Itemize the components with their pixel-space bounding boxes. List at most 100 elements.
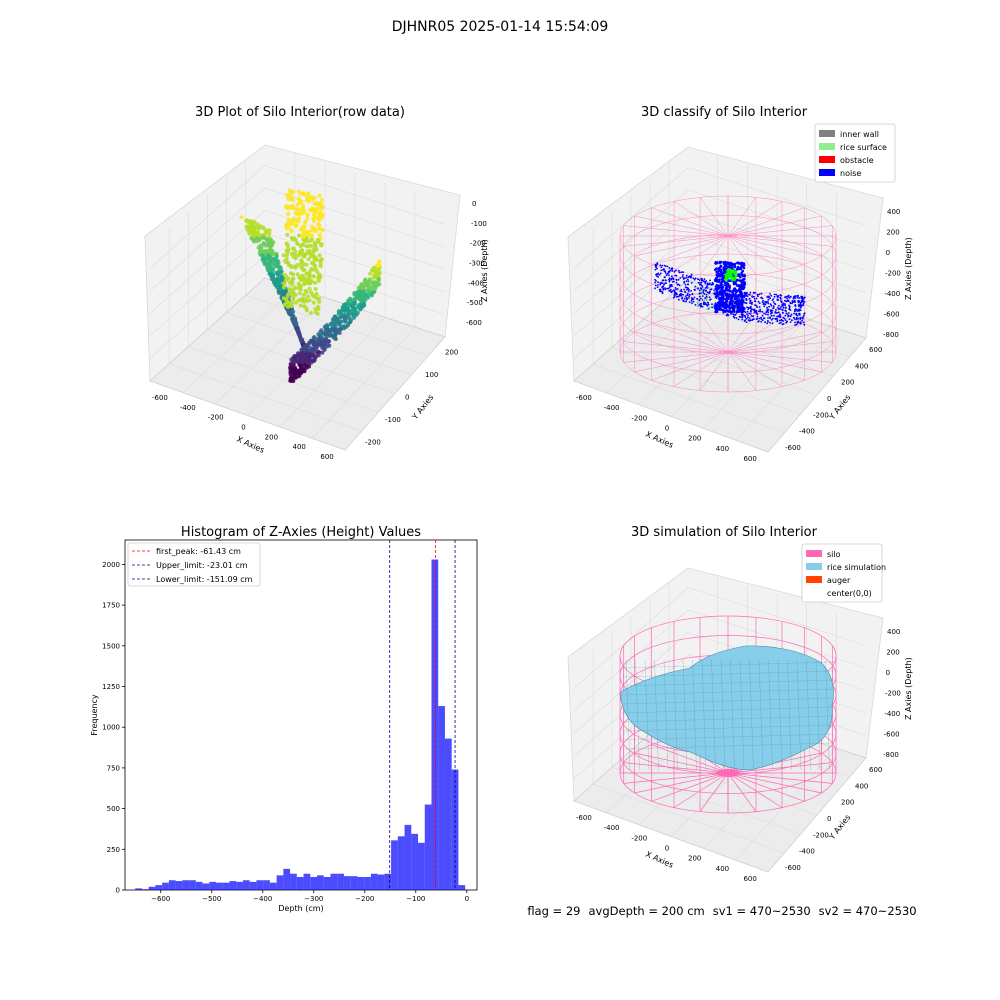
noise-point: [713, 289, 716, 292]
noise-point: [761, 301, 764, 304]
noise-point: [782, 312, 784, 314]
hist-bar: [283, 868, 291, 890]
hist-bar: [330, 873, 338, 890]
noise-point: [753, 298, 756, 300]
hist-title: Histogram of Z-Axies (Height) Values: [181, 525, 421, 540]
noise-point: [661, 264, 664, 267]
noise-point: [737, 273, 740, 276]
raw-point: [306, 294, 311, 299]
noise-point: [683, 280, 686, 283]
raw-point: [318, 201, 323, 206]
noise-point: [658, 274, 661, 276]
noise-point: [704, 287, 707, 289]
noise-point: [720, 273, 724, 277]
noise-point: [767, 301, 769, 303]
raw-point: [356, 285, 361, 290]
raw-point: [299, 200, 304, 205]
raw-point: [322, 347, 327, 352]
noise-point: [699, 283, 701, 286]
noise-point: [697, 282, 700, 284]
noise-point: [716, 284, 719, 287]
noise-point: [795, 323, 798, 326]
legend-swatch: [806, 550, 822, 557]
raw-point: [289, 379, 294, 383]
noise-point: [740, 286, 744, 289]
noise-point: [671, 285, 673, 288]
noise-point: [655, 280, 657, 282]
raw-point: [285, 294, 290, 298]
raw-point: [287, 287, 292, 291]
noise-point: [699, 281, 701, 284]
noise-point: [733, 301, 736, 305]
noise-point: [786, 320, 788, 323]
noise-point: [668, 280, 671, 283]
silo-spoke: [673, 235, 729, 271]
legend-entry-0: first_peak: -61.43 cm: [156, 547, 241, 556]
raw-point: [317, 296, 321, 301]
noise-point: [689, 293, 691, 296]
x-tick-label: −400: [253, 895, 272, 903]
y-tick-label: 0: [405, 394, 409, 402]
grid-line: [573, 167, 867, 269]
z-tick-label: -200: [885, 690, 901, 698]
hist-bar: [424, 804, 432, 890]
noise-point: [745, 321, 748, 323]
noise-point: [765, 313, 767, 315]
raw-point: [324, 337, 329, 342]
x-tick-label: 600: [743, 875, 756, 883]
noise-point: [686, 278, 689, 281]
raw-point: [287, 188, 292, 193]
raw-point: [313, 202, 318, 207]
raw-point: [320, 350, 325, 355]
noise-point: [755, 310, 758, 312]
raw-point: [295, 369, 300, 374]
noise-point: [657, 276, 660, 278]
raw-point: [315, 269, 320, 274]
raw-point: [376, 270, 381, 275]
hist-bar: [141, 889, 149, 890]
noise-point: [681, 275, 684, 278]
simulation-xlabel: X Axies: [644, 850, 675, 870]
noise-point: [803, 323, 806, 326]
noise-point: [743, 281, 746, 285]
noise-point: [801, 304, 803, 306]
noise-point: [780, 306, 782, 308]
raw-point: [331, 317, 335, 322]
noise-point: [714, 303, 717, 306]
noise-point: [786, 297, 788, 300]
noise-point: [718, 291, 722, 294]
mesh-line: [644, 659, 650, 771]
noise-point: [802, 316, 804, 319]
raw-point: [286, 204, 291, 209]
noise-point: [726, 265, 729, 269]
noise-point: [795, 317, 798, 319]
noise-point: [716, 279, 720, 283]
noise-point: [799, 314, 801, 316]
raw-point: [289, 280, 294, 285]
noise-point: [689, 275, 691, 277]
raw-point: [363, 278, 368, 283]
noise-point: [679, 290, 682, 292]
y-tick-label: 400: [855, 362, 868, 370]
z-tick-label: 200: [886, 229, 899, 237]
noise-point: [717, 267, 721, 270]
hist-x-ticks: −600 −500 −400 −300 −200 −100 0: [151, 890, 469, 903]
mesh-line: [701, 659, 707, 771]
noise-point: [715, 262, 718, 265]
noise-point: [681, 297, 683, 300]
silo-spoke: [634, 772, 729, 794]
surface-point: [695, 286, 698, 289]
y-tick-label: 400: [855, 782, 868, 790]
raw-point: [295, 212, 300, 217]
noise-point: [800, 299, 803, 302]
noise-point: [762, 317, 765, 320]
raw-point: [309, 290, 314, 295]
noise-point: [802, 317, 804, 320]
silo-spoke: [651, 772, 729, 802]
z-tick-label: -600: [884, 311, 900, 319]
noise-point: [789, 301, 792, 304]
silo-spoke: [727, 351, 822, 373]
silo-spoke: [623, 772, 729, 784]
noise-point: [766, 306, 768, 309]
y-tick-label: -400: [799, 848, 815, 856]
